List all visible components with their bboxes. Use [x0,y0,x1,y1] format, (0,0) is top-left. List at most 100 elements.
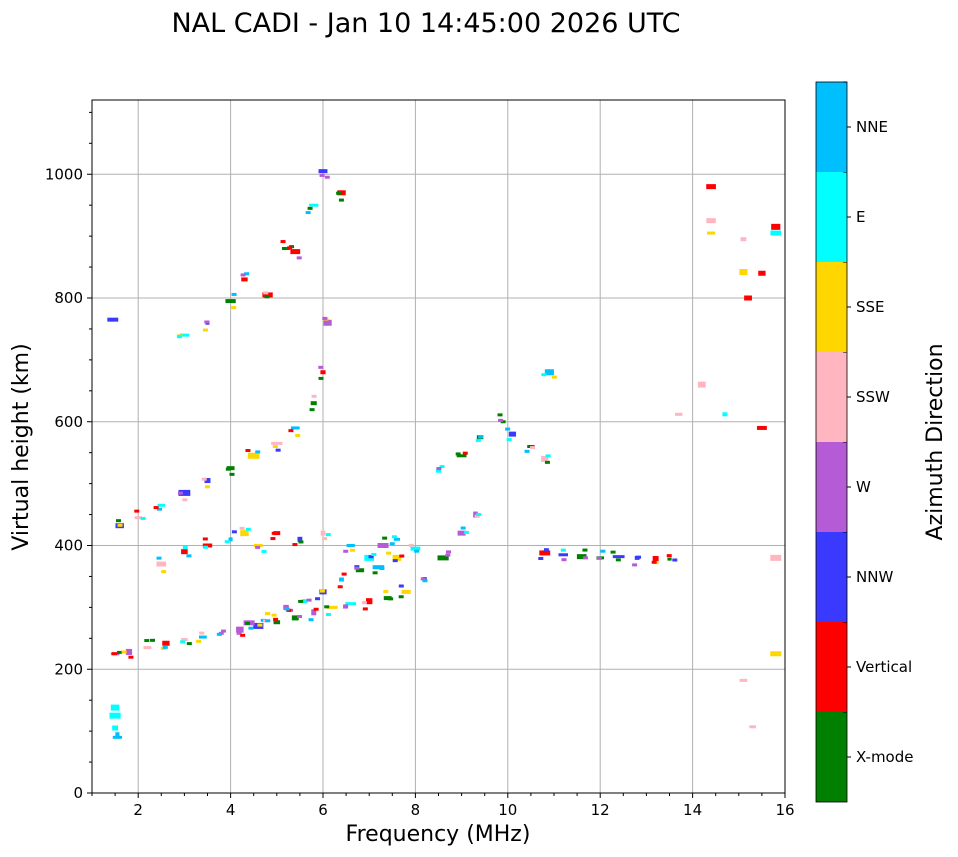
echo-point [770,651,782,657]
echo-point [290,249,301,255]
echo-point [337,190,346,196]
echo-point [439,465,445,469]
x-axis-label: Frequency (MHz) [346,822,531,847]
echo-point [771,223,781,230]
echo-point [156,561,167,567]
echo-point [651,560,657,564]
echo-point [343,604,349,608]
echo-point [544,460,550,464]
x-tick-label: 10 [498,801,517,819]
echo-point [143,646,152,650]
echo-point [307,206,313,210]
echo-point [576,554,587,560]
echo-point [392,554,402,561]
echo-point [476,513,482,517]
echo-point [245,527,251,531]
echo-point [229,472,235,476]
echo-point [225,299,236,304]
x-tick-label: 8 [411,801,421,819]
echo-point [758,270,766,276]
echo-point [244,272,250,276]
echo-point [283,604,289,610]
echo-point [115,732,120,737]
echo-point [740,237,747,242]
echo-point [372,571,378,575]
echo-point [186,642,192,646]
y-tick-label: 1000 [45,165,83,183]
echo-point [460,526,466,530]
y-tick-label: 400 [54,537,83,555]
echo-point [111,652,117,656]
echo-point [338,198,344,202]
echo-point [161,570,167,574]
echo-point [497,413,503,417]
echo-point [706,231,716,235]
echo-point [150,638,156,642]
colorbar-label: Vertical [856,658,912,676]
echo-point [318,376,324,380]
echo-point [257,623,263,627]
echo-point [456,454,467,458]
echo-point [153,506,159,510]
echo-point [371,552,377,556]
echo-point [339,577,344,582]
echo-point [392,559,398,563]
echo-point [176,335,182,339]
echo-point [157,503,166,507]
echo-point [420,577,426,581]
echo-point [311,394,317,398]
echo-point [272,445,278,449]
echo-point [225,467,231,471]
echo-point [706,218,716,224]
x-tick-label: 14 [683,801,702,819]
echo-point [322,316,328,320]
echo-point [500,420,506,424]
echo-point [506,438,512,442]
x-tick-label: 4 [226,801,236,819]
echo-point [675,412,683,416]
echo-point [386,551,392,555]
echo-point [117,523,123,527]
x-tick-label: 12 [591,801,610,819]
echo-point [261,549,267,553]
plot-background [92,100,785,793]
echo-point [672,558,678,562]
echo-point [393,537,400,541]
echo-point [179,333,190,337]
echo-point [478,435,484,439]
echo-point [612,555,625,559]
echo-point [275,448,281,452]
echo-point [271,613,277,617]
echo-point [241,277,248,282]
echo-point [337,585,343,589]
echo-point [273,620,281,625]
echo-point [345,602,357,606]
echo-point [632,563,638,567]
echo-point [157,507,163,511]
echo-point [770,554,782,561]
echo-point [473,511,478,518]
echo-point [182,498,188,502]
echo-point [435,469,442,473]
echo-point [290,426,300,430]
echo-point [361,601,367,605]
y-axis-label: Virtual height (km) [9,343,34,550]
echo-point [398,595,404,599]
echo-point [264,295,270,299]
echo-point [181,638,188,642]
echo-point [319,589,325,593]
echo-point [181,549,188,555]
echo-point [273,531,281,536]
echo-point [177,491,183,495]
echo-point [600,549,606,553]
echo-point [391,535,397,539]
echo-point [582,548,588,552]
echo-point [324,175,330,179]
echo-point [301,599,308,604]
echo-point [706,184,716,190]
echo-point [245,621,251,625]
echo-point [325,613,331,617]
colorbar-label: NNE [856,118,888,136]
x-tick-label: 16 [775,801,794,819]
colorbar-segment [816,262,847,352]
